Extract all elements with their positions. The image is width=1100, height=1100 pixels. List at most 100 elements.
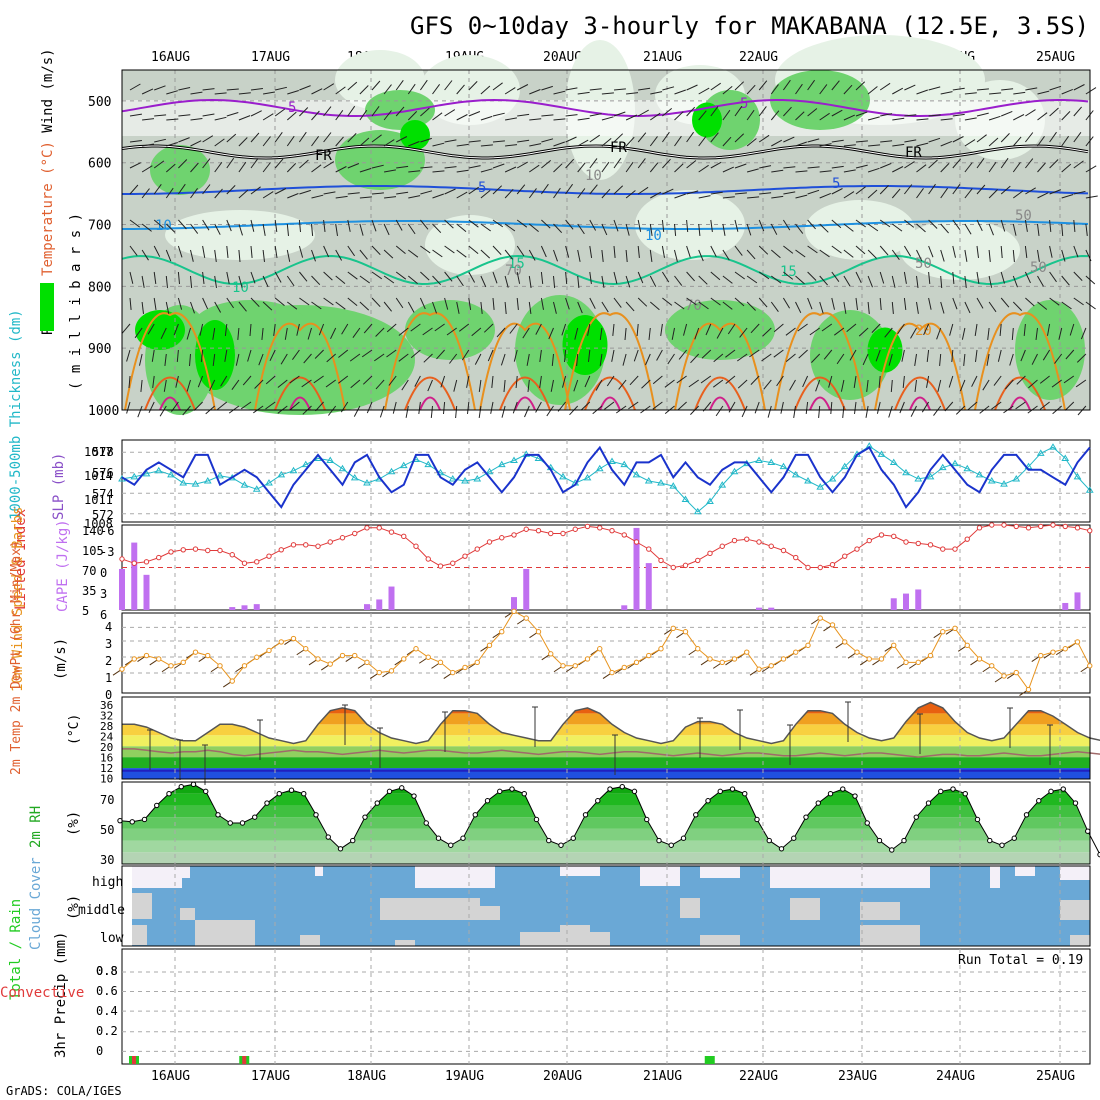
- wind-barb: [202, 113, 215, 117]
- wind-barb: [713, 353, 724, 363]
- wind-barb: [444, 188, 456, 195]
- wind-barb: [734, 271, 745, 280]
- cape-tick: 5: [82, 604, 89, 618]
- wind-barb: [398, 327, 409, 336]
- wind-barb: [1061, 88, 1073, 95]
- wind-barb: [504, 87, 516, 95]
- wind-barb: [238, 249, 241, 263]
- wind-barb: [867, 116, 880, 121]
- cloud-high-gap: [700, 866, 740, 878]
- wind-barb: [436, 349, 445, 360]
- wind-speed-line-point: [658, 646, 664, 652]
- wind-speed-line-point: [915, 659, 921, 666]
- wind-speed-line-point: [352, 652, 358, 659]
- wind-barb: [1025, 187, 1036, 195]
- wind-barb: [202, 135, 214, 143]
- wind-barb: [1012, 136, 1022, 147]
- rh-saturated-patch: [562, 315, 608, 375]
- thickness-line-point: [938, 463, 947, 471]
- wind-barb: [347, 271, 358, 280]
- thickness-line-point: [203, 477, 212, 484]
- isotherm-30: [514, 396, 536, 411]
- wind-speed-line-point: [339, 652, 346, 659]
- wind-barb: [432, 223, 442, 234]
- slp-tick: 1017: [84, 445, 113, 459]
- temp-tick: 24: [100, 731, 114, 744]
- wind-barb: [335, 166, 347, 173]
- wind-barb: [546, 405, 554, 417]
- lifted-index-line-point: [621, 532, 627, 538]
- wind-barb: [226, 133, 237, 143]
- thickness-line-point: [167, 470, 175, 478]
- thickness-line-point: [767, 458, 776, 466]
- wind-barb: [453, 379, 458, 392]
- cloud-high-gap: [560, 866, 600, 876]
- wind-barb: [504, 249, 513, 260]
- wind-barb: [625, 136, 635, 147]
- wind-barb: [662, 158, 671, 169]
- wind-barb: [165, 223, 176, 233]
- wind-barb: [785, 353, 796, 362]
- wind-barb: [867, 167, 880, 173]
- lifted-index-line-point: [731, 537, 738, 544]
- cloud-high-gap: [180, 866, 190, 878]
- lifted-index-line-point: [462, 553, 468, 559]
- wind-barb: [274, 132, 283, 143]
- wind-barb: [588, 349, 591, 362]
- lifted-index-line-point: [609, 527, 615, 534]
- wind-speed-line-point: [793, 649, 799, 655]
- wind-barb: [1012, 275, 1018, 288]
- wind-barb: [710, 191, 723, 195]
- wind-barb: [1015, 401, 1026, 410]
- wind-barb: [398, 353, 409, 362]
- lifted-index-line-point: [927, 542, 934, 548]
- rh2m-line-point: [215, 812, 221, 818]
- wind-barb: [420, 166, 433, 169]
- wind-barb: [561, 323, 567, 336]
- wind-barb: [224, 349, 228, 362]
- wind-barb: [891, 249, 900, 260]
- wind-barb: [238, 137, 248, 147]
- lifted-index-line-point: [719, 543, 725, 549]
- wind-barb: [633, 349, 639, 362]
- wind-barb: [686, 106, 696, 117]
- wind-barb: [880, 113, 893, 117]
- lifted-index-line-point: [952, 546, 958, 552]
- wind-barb: [165, 275, 168, 288]
- wind-barb: [352, 327, 361, 338]
- wind-barb: [599, 327, 603, 340]
- rh-band: [122, 828, 1090, 841]
- wind-barb: [952, 271, 955, 284]
- wind-barb: [314, 349, 324, 359]
- wind-barb: [291, 349, 300, 360]
- wind-barb: [807, 166, 820, 169]
- wind-barb: [903, 297, 907, 310]
- wind-barb: [867, 86, 878, 95]
- wind-barb: [468, 219, 479, 228]
- wind-barb: [142, 118, 155, 121]
- wind-barb: [323, 132, 332, 143]
- thickness-line-point: [706, 497, 714, 504]
- wind-barb: [262, 249, 265, 262]
- wind-barb: [637, 219, 642, 232]
- cloud-low-block: [560, 925, 590, 946]
- wind-barb: [200, 349, 204, 362]
- wind-speed-line-point: [952, 625, 958, 632]
- wind-barb: [504, 275, 509, 288]
- wind-barb: [386, 349, 397, 358]
- rh2m-line-point: [644, 816, 650, 823]
- wind-barb: [1073, 245, 1079, 258]
- wind-barb: [1013, 91, 1026, 95]
- cloud-unit: (%): [66, 895, 82, 920]
- wind-barb: [710, 132, 719, 143]
- wind-barb: [527, 379, 530, 392]
- precip-tick: 0.8: [96, 964, 118, 978]
- thickness-line-point: [1061, 454, 1070, 461]
- wind-barb: [988, 223, 994, 236]
- wind-barb: [601, 92, 614, 95]
- lifted-index-line-point: [205, 547, 211, 554]
- wind-barb: [141, 223, 152, 232]
- thickness-tick: 576: [92, 466, 114, 480]
- lifted-index-line-point: [143, 559, 150, 565]
- wind-barb: [166, 90, 178, 95]
